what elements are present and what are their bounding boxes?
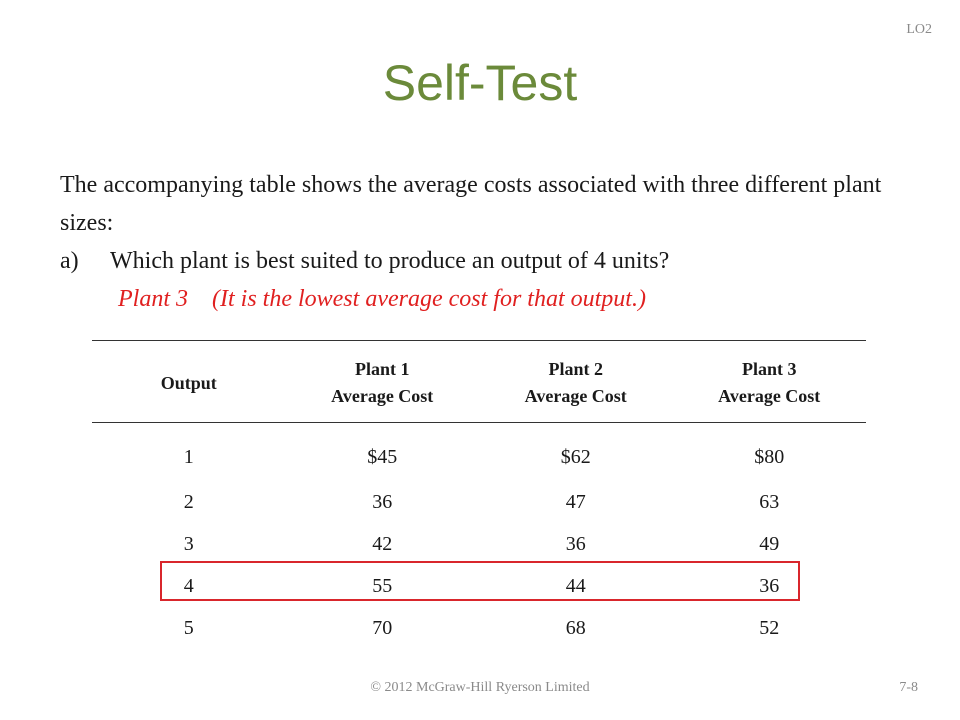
table-cell: 36	[565, 532, 586, 555]
header-plant-1: Plant 1 Average Cost	[285, 341, 479, 423]
table-cell: $45	[367, 445, 398, 468]
table-row: 1 $45 $62 $80	[92, 423, 866, 482]
table-cell: 49	[759, 532, 780, 555]
table-cell: 47	[565, 490, 586, 513]
table-cell: 70	[372, 616, 393, 639]
header-output: Output	[92, 341, 286, 423]
table-cell: 55	[372, 574, 393, 597]
question-text: Which plant is best suited to produce an…	[110, 248, 670, 274]
table-header-row: Output Plant 1 Average Cost Plant 2 Averag…	[92, 341, 866, 423]
slide-body: The accompanying table shows the average…	[60, 166, 920, 318]
question-label: a)	[60, 248, 79, 274]
intro-text: The accompanying table shows the average…	[60, 172, 882, 236]
table-top-rule	[92, 340, 866, 341]
table-cell: $62	[560, 445, 591, 468]
table-cell: 44	[565, 574, 586, 597]
table-cell: 5	[183, 616, 194, 639]
table-row: 5 70 68 52	[92, 607, 866, 649]
average-cost-table: Output Plant 1 Average Cost Plant 2 Averag…	[92, 340, 866, 649]
table-cell: 1	[183, 445, 194, 468]
table-cell: 52	[759, 616, 780, 639]
copyright-footer: © 2012 McGraw-Hill Ryerson Limited	[370, 680, 590, 695]
table-cell: 3	[183, 532, 194, 555]
table-cell: 4	[183, 574, 194, 597]
table-cell: 63	[759, 490, 780, 513]
question-a: a) Which plant is best suited to produce…	[60, 242, 920, 280]
table-cell: 36	[759, 574, 780, 597]
table-cell: 2	[183, 490, 194, 513]
table-cell: 42	[372, 532, 393, 555]
table-row: 3 42 36 49	[92, 523, 866, 565]
table-cell: $80	[754, 445, 785, 468]
header-plant-2: Plant 2 Average Cost	[479, 341, 673, 423]
table-cell: 36	[372, 490, 393, 513]
row-highlight-box	[160, 561, 800, 601]
slide-title: Self-Test	[382, 55, 578, 111]
learning-objective-tag: LO2	[906, 22, 932, 37]
answer-text: Plant 3 (It is the lowest average cost f…	[118, 286, 646, 312]
table-row: 2 36 47 63	[92, 481, 866, 523]
table-row-highlighted: 4 55 44 36	[92, 565, 866, 607]
page-number: 7-8	[899, 680, 918, 695]
table-cell: 68	[565, 616, 586, 639]
header-plant-3: Plant 3 Average Cost	[672, 341, 866, 423]
